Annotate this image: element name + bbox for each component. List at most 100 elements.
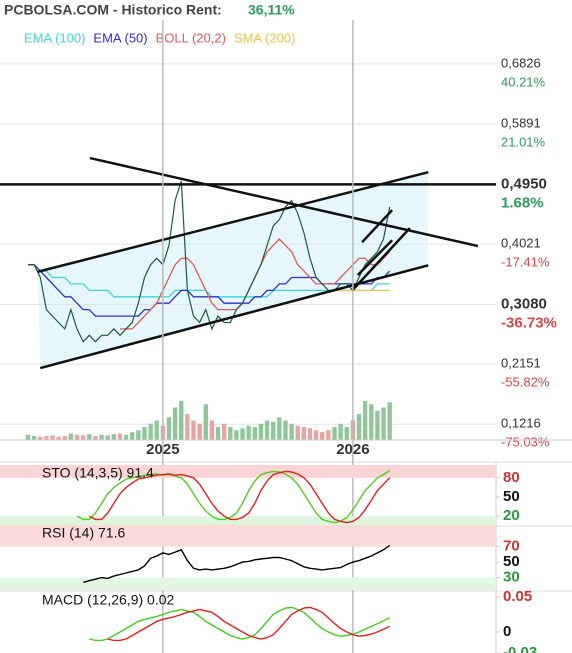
y-tick-change: -55.82%	[501, 375, 550, 390]
y-tick-change: -36.73%	[501, 314, 557, 331]
volume-bar	[87, 434, 92, 440]
volume-bar	[289, 423, 294, 440]
volume-bar	[191, 420, 196, 440]
y-tick-change: 1.68%	[501, 194, 544, 211]
y-tick-label: 30	[503, 569, 520, 586]
y-tick-label: -0.03	[503, 644, 537, 653]
volume-bar	[375, 410, 380, 440]
volume-bar	[117, 433, 123, 440]
volume-bar	[179, 401, 184, 440]
volume-bar	[313, 430, 319, 440]
trendline	[39, 264, 429, 370]
lower-band	[0, 577, 496, 590]
panels: 0,6826 40.21% 0,5891 21.01% 0,4950 1.68% 0,402…	[0, 20, 572, 653]
volume-bar	[320, 432, 325, 440]
legend-entry: EMA (100)	[24, 30, 85, 45]
panel-title: MACD (12,26,9) 0.02	[42, 592, 174, 608]
volume-bar	[172, 407, 178, 440]
volume-bar	[74, 434, 80, 440]
volume-bar	[154, 420, 159, 440]
legend-entry: SMA (200)	[234, 30, 295, 45]
y-tick-change: -17.41%	[501, 255, 550, 270]
volume-bar	[123, 434, 129, 440]
y-tick-label: 80	[503, 469, 520, 486]
y-tick-label: 0,1216	[501, 416, 541, 431]
volume-bar	[203, 404, 208, 440]
volume-bar	[234, 430, 239, 440]
series-line	[88, 470, 391, 524]
volume-bar	[356, 414, 362, 440]
channel-fill	[37, 172, 429, 369]
volume-bar	[56, 436, 61, 440]
volume-bar	[166, 417, 172, 440]
y-tick-label: 0,3080	[501, 295, 547, 312]
y-tick-label: 50	[503, 553, 520, 570]
volume-bar	[295, 425, 300, 440]
series-line	[89, 606, 390, 642]
trendline	[356, 239, 394, 276]
volume-bar	[209, 420, 215, 440]
y-tick-label: 0,5891	[501, 115, 541, 130]
y-tick-label: 0	[503, 623, 511, 640]
panel-title: STO (14,3,5) 91.4	[42, 465, 154, 481]
trendline	[37, 170, 429, 273]
y-tick-label: 0,6826	[501, 55, 541, 70]
y-tick-label: 0,2151	[501, 356, 541, 371]
volume-bar	[283, 420, 288, 440]
volume-bar	[38, 436, 43, 440]
trendline	[89, 156, 479, 248]
legend-entry: BOLL (20,2)	[156, 30, 226, 45]
volume-bar	[264, 420, 270, 440]
volume-bar	[130, 432, 135, 440]
y-tick-label: 0,4950	[501, 175, 547, 192]
volume-bar	[68, 433, 74, 440]
volume-bar	[326, 430, 331, 440]
volume-bar	[136, 430, 141, 440]
x-tick-label: 2025	[146, 441, 179, 458]
volume-bar	[62, 436, 67, 440]
y-tick-change: -75.03%	[501, 435, 550, 450]
volume-bar	[338, 423, 343, 440]
volume-bar	[252, 427, 258, 440]
chart-title: PCBOLSA.COM - Historico Rent:	[4, 2, 222, 18]
y-tick-change: 40.21%	[501, 74, 546, 89]
upper-band	[0, 525, 496, 547]
main-plot	[0, 63, 496, 440]
y-tick-label: 20	[503, 507, 520, 524]
volume-bar	[307, 428, 313, 440]
trendline	[351, 227, 411, 292]
volume-bar	[105, 435, 110, 440]
volume-bar	[80, 435, 86, 440]
volume-bar	[301, 427, 307, 440]
trendline	[361, 209, 394, 244]
volume-bar	[25, 434, 31, 440]
volume-bar	[381, 407, 386, 440]
legend-entry: EMA (50)	[93, 30, 147, 45]
panel-title: RSI (14) 71.6	[42, 525, 125, 541]
volume-bar	[31, 436, 37, 440]
series-line	[83, 544, 391, 583]
series-line	[107, 606, 390, 642]
volume-bar	[271, 421, 276, 440]
volume-bar	[258, 423, 264, 440]
upper-band	[0, 465, 496, 478]
volume-bar	[369, 404, 374, 440]
y-tick-label: 70	[503, 538, 520, 555]
volume-bar	[50, 435, 55, 440]
volume-bar	[93, 436, 98, 440]
y-tick-label: 0.05	[503, 588, 532, 605]
volume-bar	[221, 423, 227, 440]
y-tick-label: 0,4021	[501, 236, 541, 251]
volume-bar	[148, 423, 153, 440]
volume-bar	[197, 423, 202, 440]
volume-bar	[246, 425, 251, 440]
volume-bar	[344, 427, 349, 440]
volume-bar	[228, 427, 233, 440]
volume-bar	[387, 402, 392, 440]
volume-bar	[277, 417, 282, 440]
volume-bar	[185, 414, 190, 440]
volume-bar	[142, 427, 147, 440]
volume-bar	[215, 427, 221, 440]
volume-bar	[362, 401, 368, 440]
